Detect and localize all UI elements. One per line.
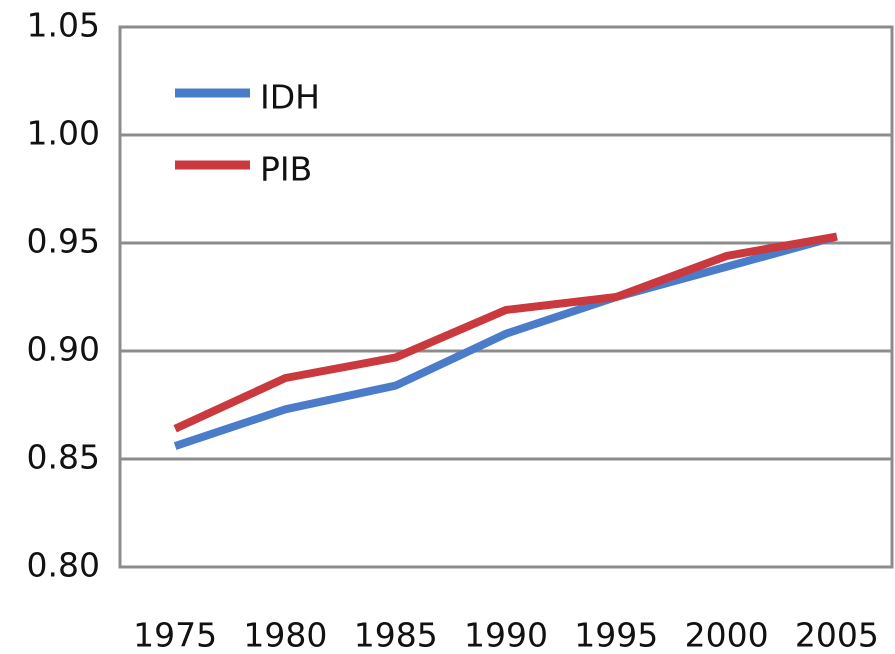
x-tick-label: 1995 — [574, 616, 658, 654]
legend-label: IDH — [260, 78, 320, 117]
y-tick-label: 0.85 — [27, 438, 100, 477]
x-tick-label: 1975 — [133, 616, 217, 654]
legend-label: PIB — [260, 150, 312, 189]
y-tick-label: 0.80 — [27, 546, 100, 585]
y-tick-label: 0.90 — [27, 330, 100, 369]
series-line — [173, 232, 838, 450]
series-line — [173, 232, 838, 433]
x-tick-label: 1980 — [243, 616, 327, 654]
y-tick-label: 1.05 — [27, 6, 100, 45]
x-tick-label: 1990 — [464, 616, 548, 654]
x-tick-label: 1985 — [354, 616, 438, 654]
plot-frame — [118, 25, 894, 569]
x-tick-label: 2000 — [685, 616, 769, 654]
y-tick-label: 0.95 — [27, 222, 100, 261]
y-tick-label: 1.00 — [27, 114, 100, 153]
x-tick-label: 2005 — [795, 616, 879, 654]
